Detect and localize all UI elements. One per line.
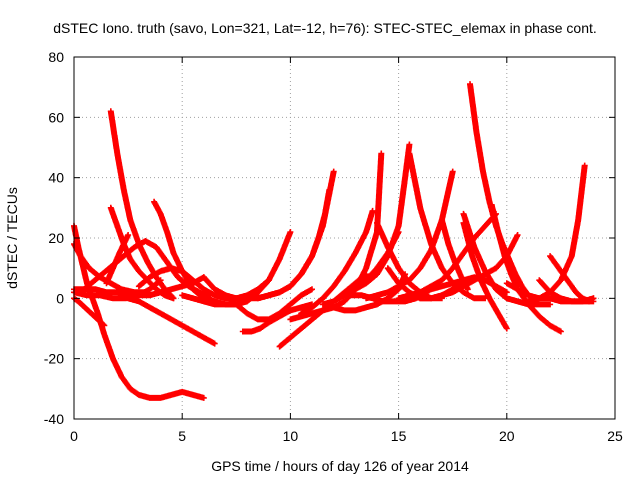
chart-title: dSTEC Iono. truth (savo, Lon=321, Lat=-1…: [53, 20, 597, 36]
data-markers: [298, 207, 376, 317]
series-arc03: [71, 295, 108, 329]
series-arc07: [107, 108, 177, 302]
plot-frame: [73, 56, 616, 420]
series-arc21: [298, 207, 376, 317]
data-markers: [71, 295, 108, 329]
series-arc35: [460, 210, 554, 308]
x-tick-label: 10: [283, 428, 299, 444]
y-tick-label: 80: [48, 49, 64, 65]
data-markers: [179, 229, 294, 308]
y-tick-label: 0: [56, 290, 64, 306]
y-axis-label: dSTEC / TECUs: [4, 187, 20, 289]
series-arc14: [179, 229, 294, 308]
axis-ticks: -40 -20 0 20 40 60 80 0 5 10 15 20 25: [44, 49, 623, 444]
x-tick-label: 25: [607, 428, 623, 444]
series-arc41: [525, 162, 588, 305]
data-markers: [341, 141, 413, 299]
y-tick-label: 60: [48, 109, 64, 125]
x-tick-label: 15: [391, 428, 407, 444]
series-arc09: [103, 232, 132, 287]
data-markers: [239, 301, 315, 335]
series-arc10: [125, 295, 218, 347]
data-markers: [460, 219, 510, 332]
x-tick-label: 0: [70, 428, 78, 444]
series-arc33: [438, 216, 471, 293]
x-tick-label: 20: [499, 428, 515, 444]
data-markers: [460, 210, 554, 308]
data-markers: [103, 232, 132, 287]
data-markers: [107, 108, 177, 302]
series-arc24: [341, 141, 413, 299]
y-tick-label: -40: [44, 411, 64, 427]
data-markers: [125, 295, 218, 347]
data-markers: [525, 162, 588, 305]
data-markers: [438, 216, 471, 293]
grid: [74, 57, 615, 419]
x-tick-label: 5: [178, 428, 186, 444]
y-tick-label: 20: [48, 230, 64, 246]
x-axis-label: GPS time / hours of day 126 of year 2014: [211, 458, 469, 474]
series-arc36: [460, 219, 510, 332]
data-markers: [254, 186, 333, 302]
series-arc18: [254, 186, 333, 302]
series-layer: [71, 81, 597, 401]
series-arc16: [239, 301, 315, 335]
y-tick-label: 40: [48, 170, 64, 186]
y-tick-label: -20: [44, 351, 64, 367]
